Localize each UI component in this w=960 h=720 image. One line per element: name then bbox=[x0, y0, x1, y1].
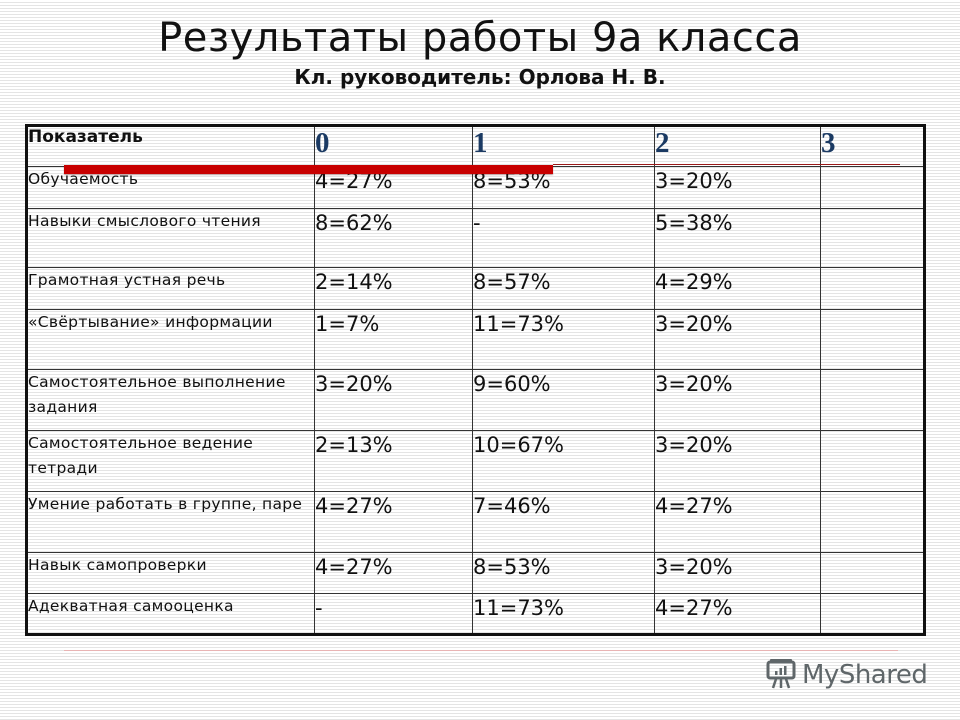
value-cell: 11=73% bbox=[472, 309, 655, 370]
value-cell: 5=38% bbox=[654, 208, 821, 268]
value-cell: 4=27% bbox=[314, 491, 473, 553]
value-cell: 3=20% bbox=[654, 309, 821, 370]
results-table: Показатель 0 1 2 3 Обучаемость 4=27% 8=5… bbox=[25, 124, 926, 636]
table-row: Грамотная устная речь 2=14% 8=57% 4=29% bbox=[26, 267, 925, 310]
column-header-1: 1 bbox=[472, 125, 655, 167]
value-cell: 8=62% bbox=[314, 208, 473, 268]
value-cell bbox=[820, 369, 925, 431]
value-cell: 3=20% bbox=[654, 552, 821, 594]
watermark: MyShared bbox=[766, 656, 928, 694]
indicator-cell: Грамотная устная речь bbox=[26, 267, 315, 310]
value-cell: 4=29% bbox=[654, 267, 821, 310]
table-row: Самостоятельное ведение тетради 2=13% 10… bbox=[26, 430, 925, 492]
table-row: Самостоятельное выполнение задания 3=20%… bbox=[26, 369, 925, 431]
value-cell: 3=20% bbox=[654, 430, 821, 492]
value-cell: 4=27% bbox=[654, 593, 821, 635]
table-row: Навык самопроверки 4=27% 8=53% 3=20% bbox=[26, 552, 925, 594]
value-cell: - bbox=[472, 208, 655, 268]
indicator-cell: Навыки смыслового чтения bbox=[26, 208, 315, 268]
value-cell: 2=14% bbox=[314, 267, 473, 310]
value-cell: 8=53% bbox=[472, 552, 655, 594]
class-teacher-subtitle: Кл. руководитель: Орлова Н. В. bbox=[294, 65, 666, 89]
indicator-cell: Самостоятельное выполнение задания bbox=[26, 369, 315, 431]
value-cell: 11=73% bbox=[472, 593, 655, 635]
table-header-row: Показатель 0 1 2 3 bbox=[26, 125, 925, 167]
value-cell bbox=[820, 552, 925, 594]
value-cell: - bbox=[314, 593, 473, 635]
watermark-text: MyShared bbox=[802, 660, 928, 690]
bottom-divider-line bbox=[64, 650, 898, 651]
value-cell: 4=27% bbox=[314, 552, 473, 594]
table-row: Навыки смыслового чтения 8=62% - 5=38% bbox=[26, 208, 925, 268]
results-table-container: Показатель 0 1 2 3 Обучаемость 4=27% 8=5… bbox=[25, 124, 926, 636]
indicator-cell: Навык самопроверки bbox=[26, 552, 315, 594]
value-cell: 2=13% bbox=[314, 430, 473, 492]
column-header-2: 2 bbox=[654, 125, 821, 167]
value-cell: 3=20% bbox=[654, 166, 821, 209]
table-row: «Свёртывание» информации 1=7% 11=73% 3=2… bbox=[26, 309, 925, 370]
column-header-3: 3 bbox=[820, 125, 925, 167]
table-row: Умение работать в группе, паре 4=27% 7=4… bbox=[26, 491, 925, 553]
red-accent-bar bbox=[64, 165, 553, 174]
column-header-0: 0 bbox=[314, 125, 473, 167]
indicator-cell: Умение работать в группе, паре bbox=[26, 491, 315, 553]
indicator-cell: «Свёртывание» информации bbox=[26, 309, 315, 370]
table-row: Адекватная самооценка - 11=73% 4=27% bbox=[26, 593, 925, 635]
presentation-board-icon bbox=[766, 656, 796, 694]
page-title: Результаты работы 9а класса bbox=[158, 15, 802, 61]
value-cell bbox=[820, 309, 925, 370]
red-accent-line bbox=[553, 164, 900, 165]
value-cell: 4=27% bbox=[654, 491, 821, 553]
value-cell: 1=7% bbox=[314, 309, 473, 370]
value-cell: 9=60% bbox=[472, 369, 655, 431]
indicator-cell: Самостоятельное ведение тетради bbox=[26, 430, 315, 492]
value-cell: 7=46% bbox=[472, 491, 655, 553]
value-cell bbox=[820, 166, 925, 209]
value-cell bbox=[820, 208, 925, 268]
column-header-indicator: Показатель bbox=[26, 125, 315, 167]
value-cell: 3=20% bbox=[654, 369, 821, 431]
indicator-cell: Адекватная самооценка bbox=[26, 593, 315, 635]
value-cell bbox=[820, 593, 925, 635]
value-cell bbox=[820, 267, 925, 310]
value-cell bbox=[820, 430, 925, 492]
value-cell bbox=[820, 491, 925, 553]
value-cell: 3=20% bbox=[314, 369, 473, 431]
value-cell: 10=67% bbox=[472, 430, 655, 492]
value-cell: 8=57% bbox=[472, 267, 655, 310]
